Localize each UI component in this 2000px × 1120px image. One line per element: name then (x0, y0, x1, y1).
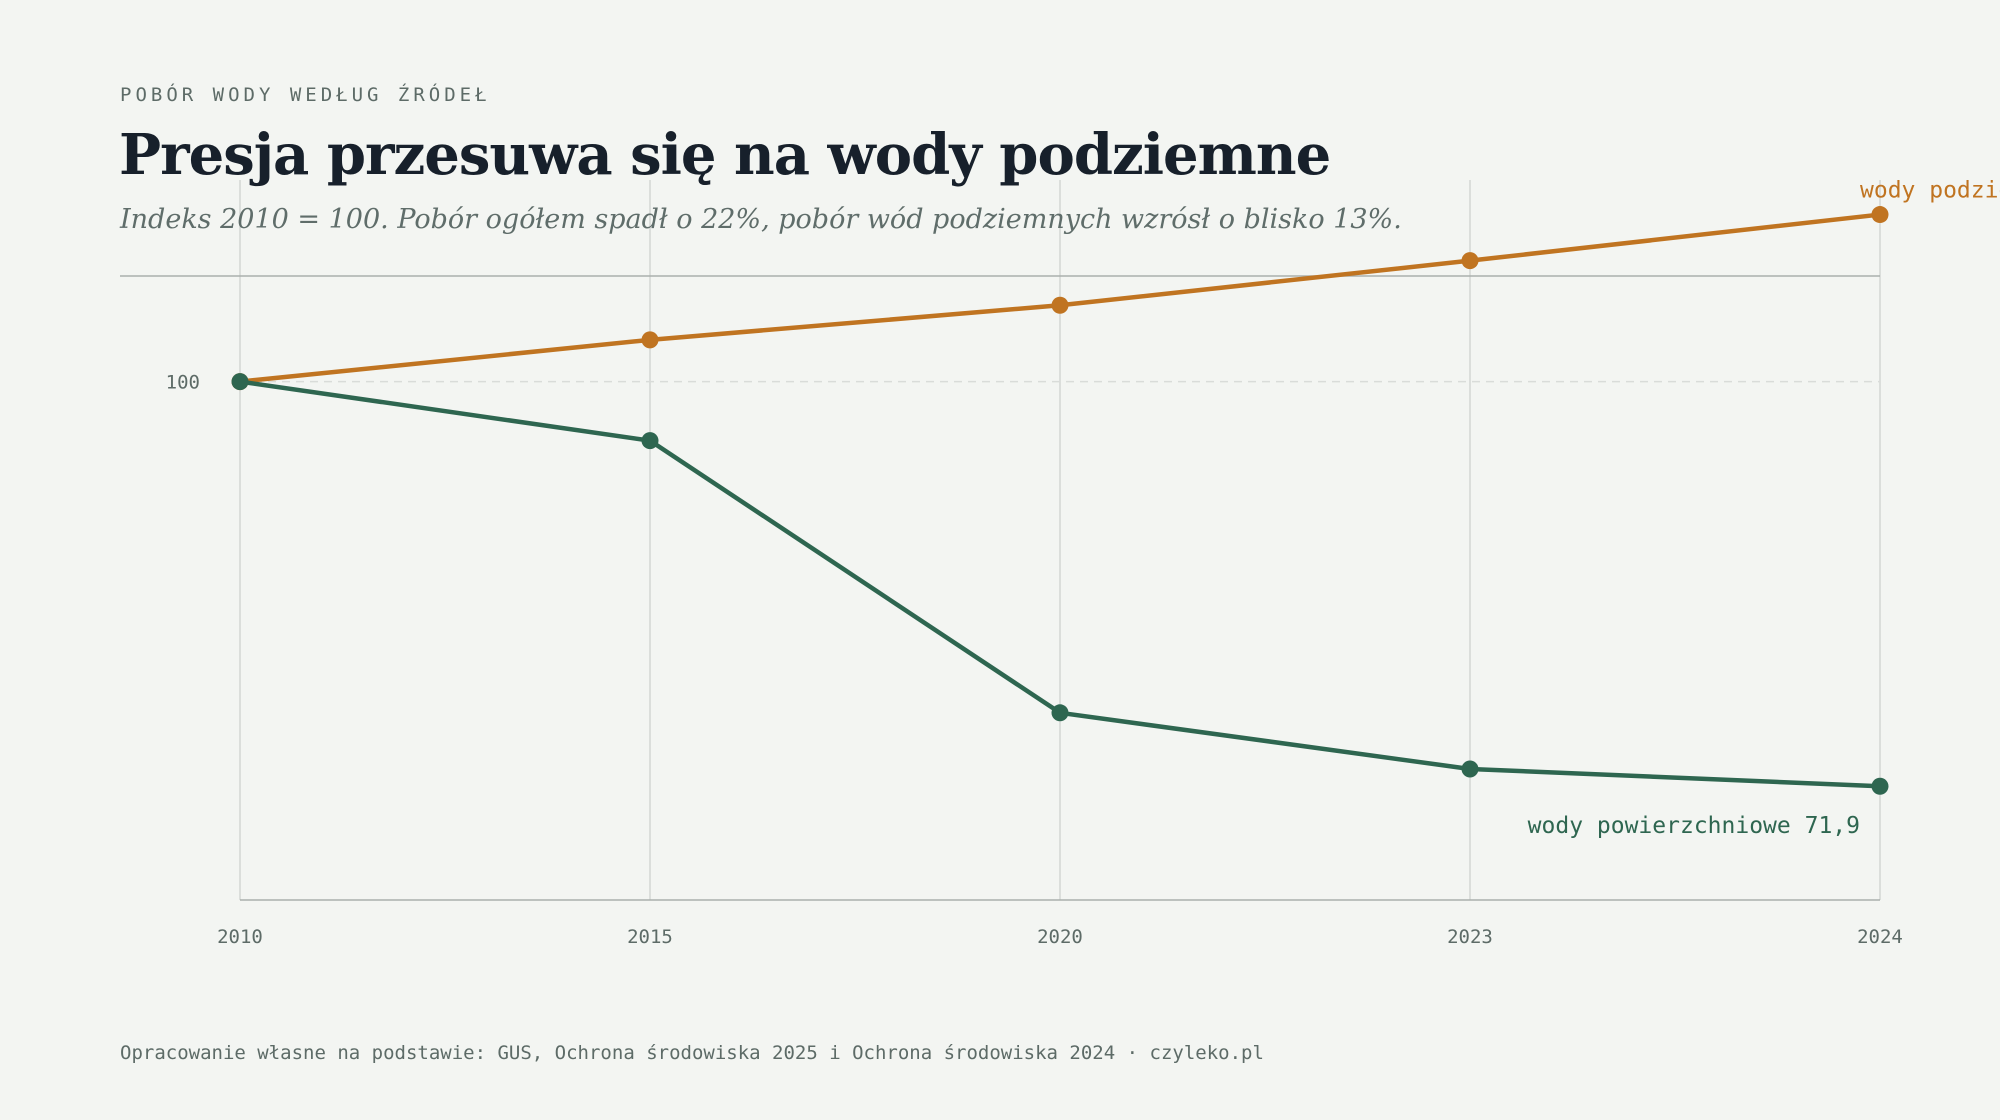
data-point (1461, 760, 1479, 778)
source-note: Opracowanie własne na podstawie: GUS, Oc… (120, 1042, 1264, 1064)
x-tick-label: 2010 (217, 926, 263, 948)
series-end-label: wody podziemne 111,6 (1860, 178, 2000, 204)
data-point (231, 373, 249, 391)
data-point (1461, 252, 1479, 270)
axis-layer (120, 275, 1880, 901)
y-tick-label: 100 (166, 372, 200, 394)
x-tick-label: 2015 (627, 926, 673, 948)
x-tick-label: 2020 (1037, 926, 1083, 948)
data-point (641, 331, 659, 349)
data-point (1051, 296, 1069, 314)
chart-subtitle: Indeks 2010 = 100. Pobór ogółem spadł o … (120, 204, 1402, 235)
chart-kicker: POBÓR WODY WEDŁUG ŹRÓDEŁ (120, 84, 491, 106)
data-point (641, 432, 659, 450)
x-tick-label: 2024 (1857, 926, 1903, 948)
data-point (1051, 704, 1069, 722)
x-tick-label: 2023 (1447, 926, 1493, 948)
data-point (1871, 777, 1889, 795)
chart-title: Presja przesuwa się na wody podziemne (119, 122, 1331, 188)
data-point (1871, 206, 1889, 224)
grid-layer (239, 180, 1881, 900)
label-layer: 2010 2015 2020 2023 2024 100 wody podziemne 11… (166, 178, 2000, 948)
series-end-label: wody powierzchniowe 71,9 (1528, 813, 1860, 839)
series-layer (231, 206, 1889, 795)
